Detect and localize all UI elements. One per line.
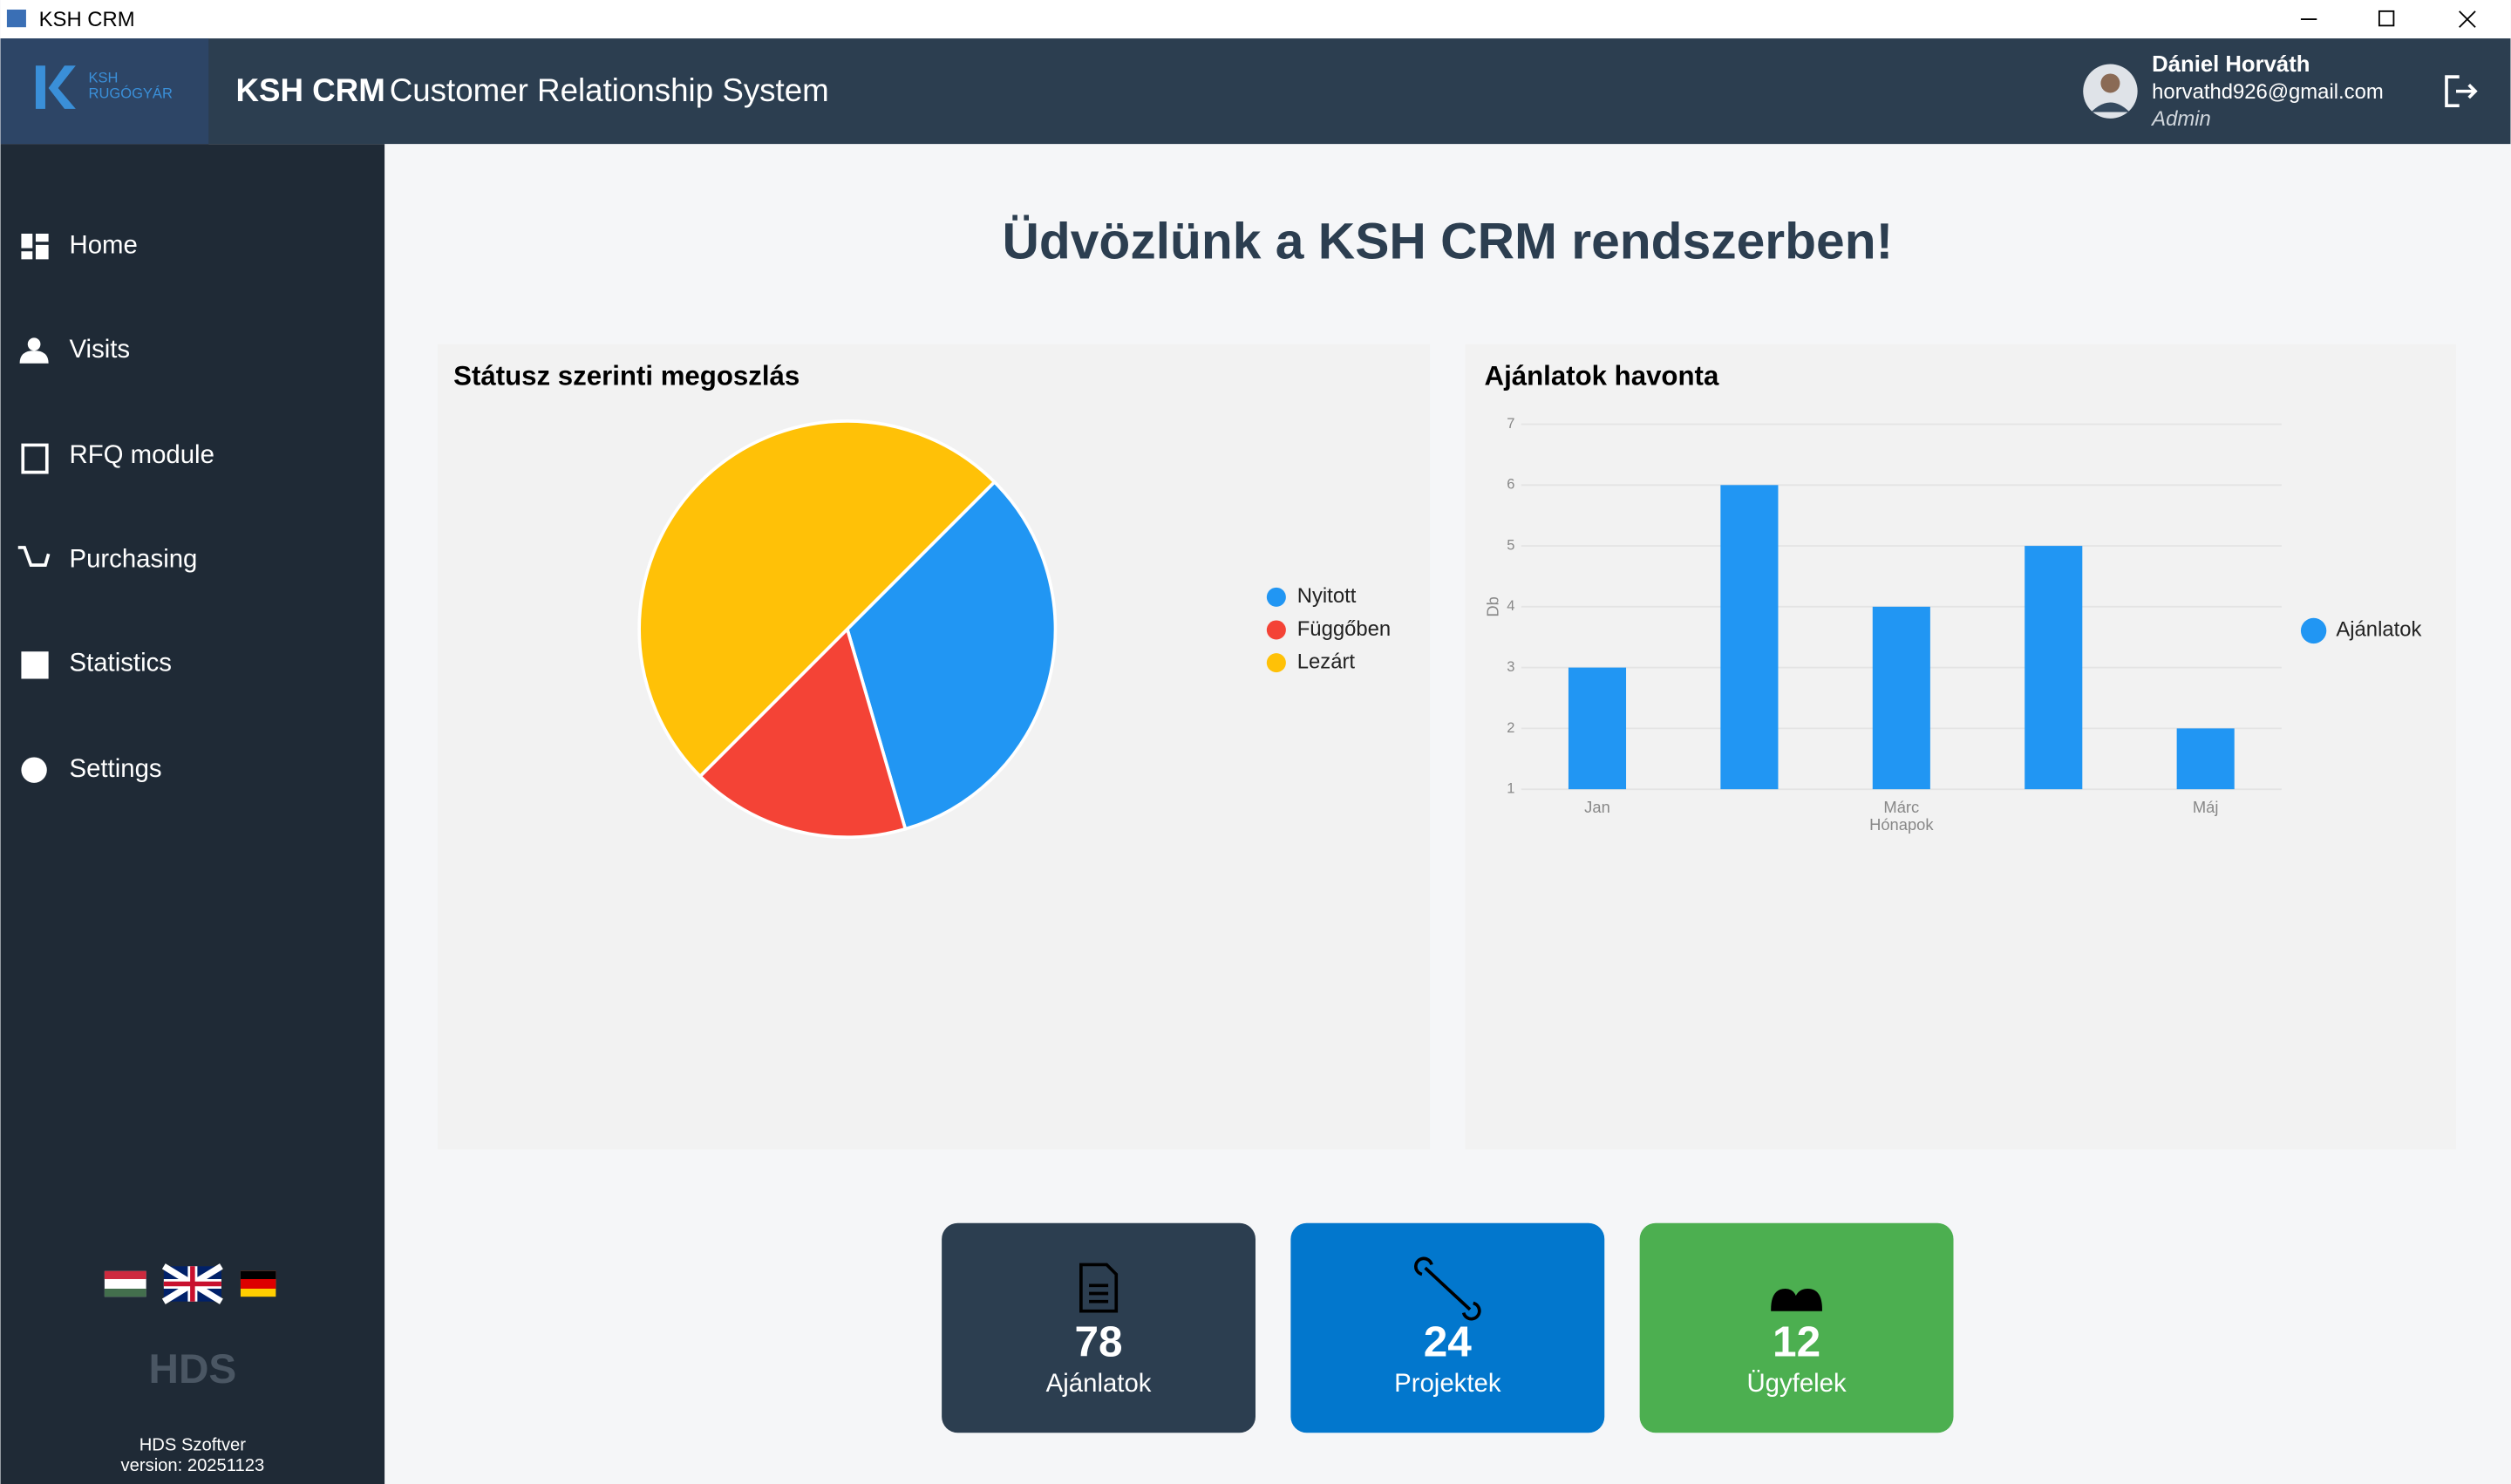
menu-icons xyxy=(17,234,51,783)
cards: 78 Ajánlatok 24 Projektek 12 Ügyfelek xyxy=(942,1222,1954,1433)
legend-label: Függőben xyxy=(1297,617,1391,641)
logo-mark xyxy=(35,65,76,109)
visits-icon xyxy=(19,337,49,364)
legend-marker xyxy=(2300,617,2327,644)
card-icons xyxy=(1079,1256,1822,1321)
app-name: KSH CRM xyxy=(235,72,384,108)
hds-logo: HDS xyxy=(149,1346,237,1392)
chart-panel xyxy=(1465,344,2457,1150)
y-tick-label: 3 xyxy=(1507,658,1514,675)
y-axis-label: Db xyxy=(1483,596,1501,616)
y-tick-label: 6 xyxy=(1507,476,1514,493)
menu: Home Visits RFQ module Purchasing Statistics… xyxy=(70,231,214,783)
avatar xyxy=(2100,73,2120,93)
legend-marker xyxy=(1266,587,1286,607)
bar xyxy=(1720,485,1779,790)
x-tick-label: Máj xyxy=(2193,798,2219,816)
menu-item[interactable]: Purchasing xyxy=(70,544,198,573)
pie-slice xyxy=(637,419,997,779)
menu-item[interactable]: Settings xyxy=(70,754,162,783)
legend-label: Nyitott xyxy=(1297,584,1357,608)
app-icon xyxy=(6,10,26,28)
y-tick-label: 1 xyxy=(1507,780,1514,797)
stat-value: 24 xyxy=(1424,1317,1473,1365)
y-tick-label: 4 xyxy=(1507,597,1514,614)
x-tick-label: Jan xyxy=(1584,798,1610,816)
pie-slice xyxy=(698,626,908,840)
flag-hu xyxy=(104,1289,146,1297)
stat-card[interactable] xyxy=(1290,1222,1605,1433)
y-tick-label: 2 xyxy=(1507,719,1514,736)
close-button[interactable] xyxy=(2459,10,2476,28)
legend-label: Lezárt xyxy=(1297,650,1356,673)
stat-label: Projektek xyxy=(1394,1369,1501,1398)
logout-button[interactable] xyxy=(2445,75,2478,108)
restore-button[interactable] xyxy=(2378,10,2395,27)
menu-item[interactable]: RFQ module xyxy=(70,440,214,469)
settings-icon xyxy=(21,757,47,783)
title-bar xyxy=(0,0,2511,39)
stat-value: 12 xyxy=(1773,1317,1820,1365)
version: version: 20251123 xyxy=(121,1456,265,1475)
stat-value: 78 xyxy=(1074,1317,1122,1365)
chart-title: Státusz szerinti megoszlás xyxy=(453,361,800,391)
rfq-icon xyxy=(21,443,49,474)
menu-item[interactable]: Statistics xyxy=(70,649,172,677)
purchasing-icon xyxy=(17,546,51,567)
menu-item[interactable]: Visits xyxy=(70,335,131,364)
x-axis-label: Hónapok xyxy=(1869,815,1934,834)
document-icon xyxy=(1079,1263,1119,1313)
logo-text: KSH xyxy=(89,69,119,85)
wrench-icon xyxy=(1414,1256,1481,1321)
home-icon xyxy=(21,234,49,260)
x-tick-label: Márc xyxy=(1883,798,1919,816)
bar xyxy=(1872,606,1930,790)
user-name: Dániel Horváth xyxy=(2152,52,2310,77)
app-subtitle: Customer Relationship System xyxy=(390,72,829,108)
legend-marker xyxy=(1266,653,1286,673)
flag-uk xyxy=(163,1266,221,1302)
window-title: KSH CRM xyxy=(39,8,135,31)
pie-slice xyxy=(845,480,1058,832)
stat-card[interactable] xyxy=(942,1222,1256,1433)
stat-label: Ajánlatok xyxy=(1046,1369,1152,1398)
user-role: Admin xyxy=(2150,107,2211,131)
welcome-title: Üdvözlünk a KSH CRM rendszerben! xyxy=(1002,213,1893,269)
bar xyxy=(1568,667,1627,790)
clients-icon xyxy=(1771,1289,1822,1311)
flag-de xyxy=(240,1270,276,1279)
bar xyxy=(2176,728,2235,790)
sidebar xyxy=(0,144,385,1484)
legend-label: Ajánlatok xyxy=(2336,618,2421,642)
y-tick-label: 7 xyxy=(1507,415,1514,432)
stat-card[interactable] xyxy=(1639,1222,1954,1433)
logo-area xyxy=(0,38,209,145)
company: HDS Szoftver xyxy=(140,1435,247,1454)
flag-hu xyxy=(104,1270,146,1279)
menu-item[interactable]: Home xyxy=(70,231,138,260)
logo-text: RUGÓGYÁR xyxy=(89,85,173,102)
stat-label: Ügyfelek xyxy=(1746,1369,1847,1398)
avatar xyxy=(2091,102,2130,112)
chart-title: Ajánlatok havonta xyxy=(1485,361,1719,391)
legend-marker xyxy=(1266,620,1286,640)
statistics-icon xyxy=(21,651,49,679)
bar xyxy=(2024,546,2083,790)
user-email: horvathd926@gmail.com xyxy=(2152,80,2384,104)
charts: Nyitott Függőben Lezárt 1 2 3 4 5 6 7 Db Hónapok Ajá… xyxy=(637,415,2422,840)
y-tick-label: 5 xyxy=(1507,536,1514,553)
